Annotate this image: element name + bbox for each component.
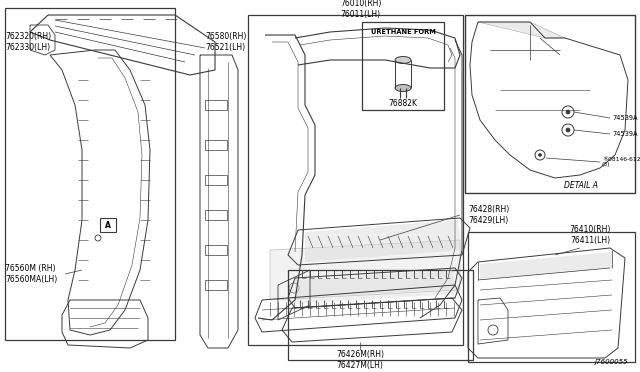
Circle shape	[566, 110, 570, 114]
Text: ®08146-6122G
(3): ®08146-6122G (3)	[602, 157, 640, 167]
Text: 76560M (RH)
76560MA(LH): 76560M (RH) 76560MA(LH)	[5, 264, 57, 284]
Text: 76410(RH)
76411(LH): 76410(RH) 76411(LH)	[570, 225, 611, 245]
Text: 76426M(RH)
76427M(LH): 76426M(RH) 76427M(LH)	[336, 350, 384, 370]
Bar	[205, 280, 227, 290]
Ellipse shape	[395, 57, 411, 64]
Text: 74539A: 74539A	[612, 115, 637, 121]
Bar	[465, 15, 635, 193]
Text: 76580(RH)
76521(LH): 76580(RH) 76521(LH)	[205, 32, 246, 52]
Bar	[100, 218, 116, 232]
Bar	[205, 210, 227, 220]
Polygon shape	[478, 22, 565, 38]
Bar	[205, 245, 227, 255]
Ellipse shape	[395, 84, 411, 92]
Bar	[205, 175, 227, 185]
Circle shape	[538, 154, 541, 157]
Bar	[5, 8, 175, 340]
Bar	[288, 270, 473, 360]
Text: DETAIL A: DETAIL A	[564, 180, 598, 189]
Bar	[248, 15, 463, 345]
Text: A: A	[105, 221, 111, 230]
Text: URETHANE FORM: URETHANE FORM	[371, 29, 435, 35]
Polygon shape	[305, 220, 462, 262]
Text: 76428(RH)
76429(LH): 76428(RH) 76429(LH)	[468, 205, 509, 225]
Bar	[362, 22, 444, 110]
Polygon shape	[295, 270, 458, 304]
Text: J7600055: J7600055	[595, 359, 628, 365]
Bar	[205, 140, 227, 150]
Polygon shape	[270, 240, 460, 300]
Text: 76882K: 76882K	[388, 99, 417, 108]
Text: 76010(RH)
76011(LH): 76010(RH) 76011(LH)	[340, 0, 381, 19]
Bar	[468, 232, 635, 362]
Circle shape	[566, 128, 570, 132]
Bar	[205, 100, 227, 110]
Text: 762320(RH)
762330(LH): 762320(RH) 762330(LH)	[5, 32, 51, 52]
Text: 74539A: 74539A	[612, 131, 637, 137]
Polygon shape	[480, 252, 612, 280]
